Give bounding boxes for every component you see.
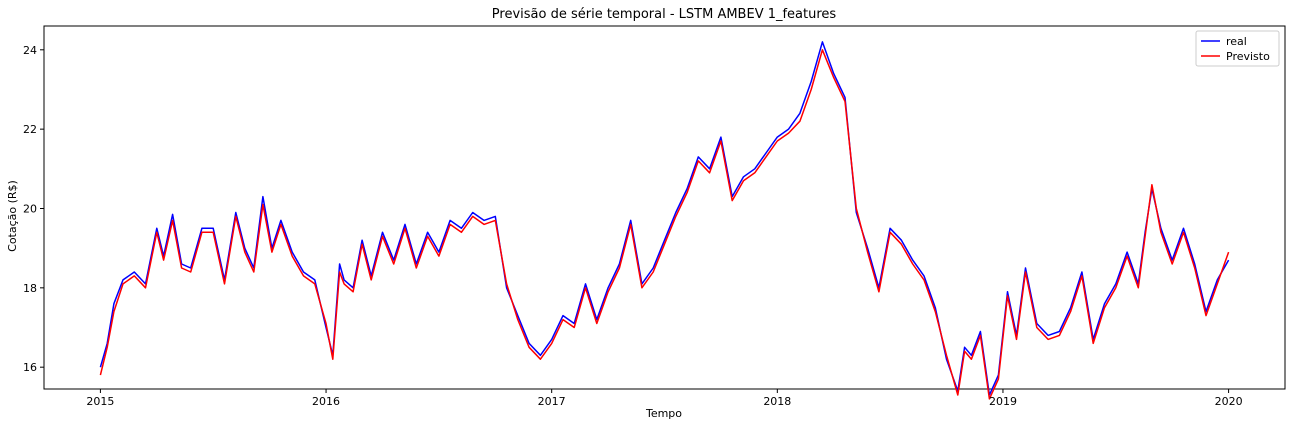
x-tick-label: 2019 bbox=[989, 395, 1017, 408]
y-tick-label: 24 bbox=[23, 44, 37, 57]
x-tick-label: 2020 bbox=[1215, 395, 1243, 408]
x-tick-label: 2015 bbox=[86, 395, 114, 408]
y-axis-label: Cotação (R$) bbox=[6, 180, 19, 252]
legend-box bbox=[1195, 30, 1280, 67]
y-axis-ticks: 16 18 20 22 24 bbox=[23, 44, 44, 374]
chart-title: Previsão de série temporal - LSTM AMBEV … bbox=[492, 7, 837, 22]
x-tick-label: 2017 bbox=[538, 395, 566, 408]
y-tick-label: 16 bbox=[23, 361, 37, 374]
legend-label-1: Previsto bbox=[1226, 50, 1270, 63]
plot-frame bbox=[43, 25, 1286, 390]
plot-area bbox=[43, 25, 1286, 400]
legend-label-0: real bbox=[1226, 35, 1247, 48]
y-tick-label: 20 bbox=[23, 202, 37, 215]
legend: real Previsto bbox=[1195, 30, 1280, 67]
series-line-1 bbox=[99, 49, 1230, 400]
y-tick-label: 22 bbox=[23, 123, 37, 136]
x-axis-label: Tempo bbox=[645, 407, 682, 420]
x-tick-label: 2016 bbox=[312, 395, 340, 408]
x-tick-label: 2018 bbox=[763, 395, 791, 408]
x-axis-ticks: 2015 2016 2017 2018 2019 2020 bbox=[86, 389, 1243, 408]
y-tick-label: 18 bbox=[23, 282, 37, 295]
